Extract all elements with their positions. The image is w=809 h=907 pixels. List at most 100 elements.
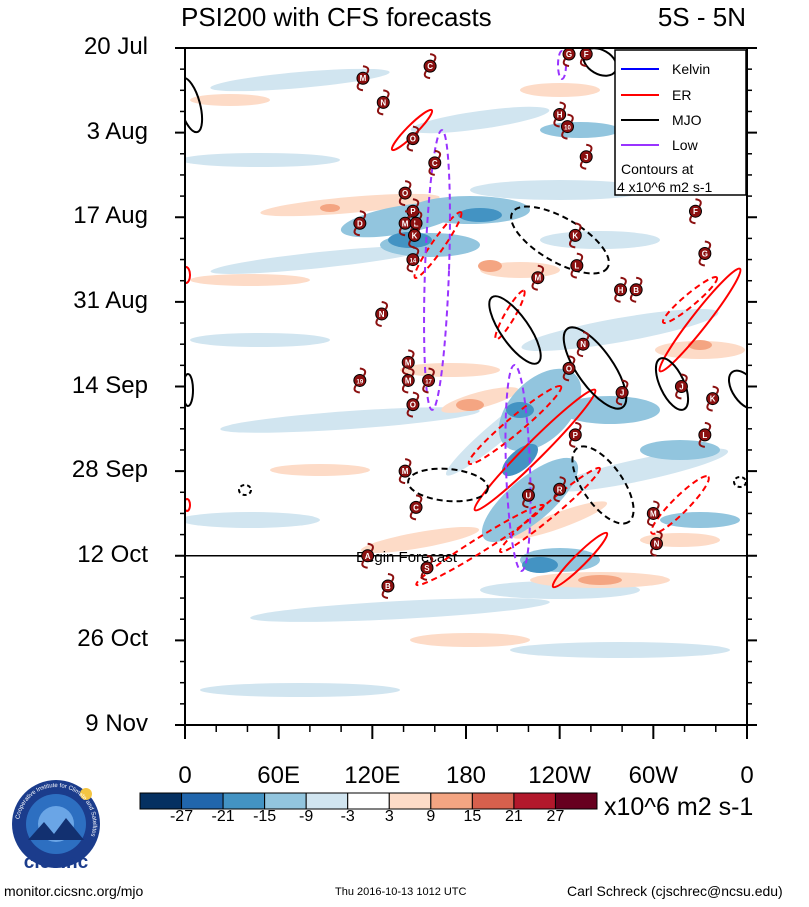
footer-author: Carl Schreck (cjschrec@ncsu.edu)	[567, 883, 783, 899]
storm-marker: B	[381, 572, 395, 599]
storm-label: 17	[425, 379, 432, 385]
y-tick-label: 26 Oct	[77, 625, 148, 653]
storm-arm	[428, 367, 435, 377]
er-contours	[185, 108, 742, 589]
storm-label: F	[693, 207, 698, 216]
storm-arm	[359, 367, 367, 377]
storm-arm	[553, 493, 560, 503]
storm-marker: D	[353, 210, 367, 237]
storm-symbol	[422, 373, 436, 387]
storm-symbol	[570, 259, 584, 273]
logo-text: cics.nc	[24, 852, 89, 873]
storm-symbol	[579, 150, 593, 164]
storm-label: H	[618, 286, 624, 295]
storm-arm	[381, 590, 389, 599]
storm-arm	[375, 318, 382, 327]
x-tick-label: 180	[445, 762, 487, 789]
storm-label: 14	[410, 259, 417, 265]
storm-marker: O	[398, 180, 412, 207]
storm-arm	[656, 530, 663, 540]
storm-symbol	[353, 216, 367, 230]
storm-symbol	[376, 95, 390, 109]
storm-label: M	[402, 219, 409, 228]
storm-symbol	[398, 186, 412, 200]
storm-arm	[575, 421, 582, 431]
storm-marker: U	[521, 482, 535, 509]
storm-marker: J	[579, 143, 593, 170]
storm-label: C	[432, 159, 438, 168]
storm-label: M	[402, 467, 409, 476]
y-tick-label: 31 Aug	[73, 286, 148, 314]
storm-label: U	[526, 491, 532, 500]
axis-ticks	[175, 47, 757, 739]
storm-label: O	[410, 401, 416, 410]
storm-symbol	[698, 428, 712, 442]
storm-label: A	[365, 552, 371, 561]
storm-arm	[647, 517, 654, 527]
colorbar-swatch	[222, 792, 266, 810]
colorbar-level-label: -15	[253, 808, 277, 825]
x-tick-label: 60W	[628, 762, 679, 789]
storm-marker: L	[570, 252, 584, 279]
storm-arm	[576, 348, 584, 358]
storm-arm	[698, 439, 706, 448]
storm-arm	[398, 227, 406, 237]
y-tick-label: 9 Nov	[85, 710, 148, 737]
storm-arm	[381, 300, 389, 310]
storm-label: M	[405, 376, 412, 385]
storm-marker: L	[698, 421, 712, 448]
storm-symbol	[698, 247, 712, 261]
storm-marker: J	[615, 379, 629, 406]
storm-symbol	[420, 561, 434, 575]
storm-arm	[404, 180, 412, 189]
cicsnc-logo: Cooperative Institute for Climate and Sa…	[12, 780, 100, 873]
storm-marker: C	[423, 53, 437, 80]
storm-arm	[401, 384, 409, 394]
storm-arm	[650, 548, 657, 557]
footer-site[interactable]: monitor.cicsnc.org/mjo	[4, 883, 144, 899]
storm-arm	[367, 542, 374, 552]
storm-marker: K	[706, 385, 720, 412]
colorbar-level-label: 9	[426, 808, 436, 825]
storm-label: M	[405, 358, 412, 367]
storm-label: J	[679, 383, 683, 392]
storm-symbol	[553, 482, 567, 496]
storm-marker: P	[568, 421, 582, 448]
storm-arm	[576, 252, 584, 262]
footer-timestamp: Thu 2016-10-13 1012 UTC	[335, 886, 467, 898]
storm-symbol	[406, 398, 420, 412]
colorbar-units: x10^6 m2 s-1	[604, 793, 754, 821]
colorbar-swatch	[264, 792, 307, 810]
storm-arm	[620, 276, 627, 286]
storm-arm	[653, 500, 660, 509]
storm-arm	[428, 167, 435, 176]
storm-symbol	[375, 307, 389, 321]
legend-box: Kelvin ER MJO Low Contours at 4 x10^6 m2…	[614, 49, 747, 196]
storm-marker: B	[629, 276, 643, 303]
region-label: 5S - 5N	[657, 2, 746, 32]
storm-symbol	[406, 253, 420, 267]
storm-symbol	[568, 228, 582, 242]
storm-marker: M	[531, 264, 545, 291]
colorbar	[139, 792, 598, 810]
storm-arm	[704, 421, 712, 431]
storm-arm	[568, 355, 576, 364]
storm-arm	[387, 572, 395, 582]
storm-label: L	[702, 431, 707, 440]
chart-title: PSI200 with CFS forecasts	[181, 2, 492, 32]
storm-arm	[562, 372, 570, 382]
storm-arm	[553, 118, 560, 128]
storm-arm	[579, 58, 587, 68]
storm-symbol	[521, 488, 535, 502]
storm-arm	[575, 222, 582, 231]
storm-arm	[423, 70, 431, 80]
wave-filter-contours	[185, 48, 747, 589]
storm-label: K	[572, 231, 578, 240]
storm-arm	[675, 390, 682, 400]
storm-marker: N	[376, 89, 390, 116]
storm-arm	[361, 560, 368, 569]
y-tick-label: 12 Oct	[77, 540, 148, 568]
x-tick-label: 60E	[257, 762, 301, 789]
storm-arm	[420, 572, 428, 581]
